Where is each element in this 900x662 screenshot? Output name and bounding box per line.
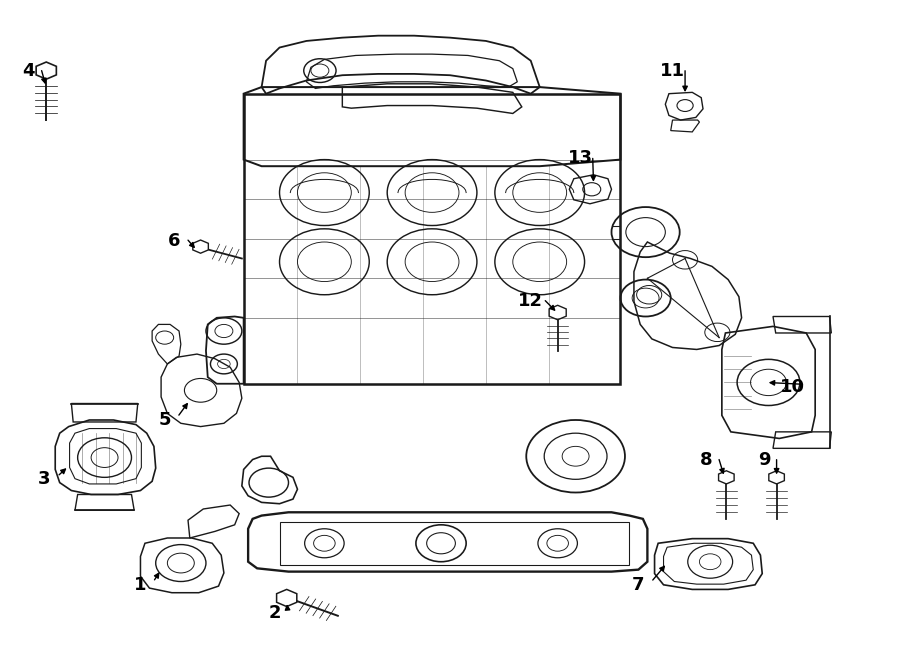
Text: 13: 13 — [568, 150, 592, 167]
Text: 4: 4 — [22, 62, 34, 79]
Text: 12: 12 — [518, 293, 544, 310]
Text: 9: 9 — [758, 451, 770, 469]
Text: 3: 3 — [38, 470, 50, 489]
Text: 5: 5 — [158, 411, 171, 429]
Text: 1: 1 — [134, 576, 147, 594]
Text: 6: 6 — [167, 232, 180, 250]
Text: 10: 10 — [780, 378, 806, 396]
Text: 8: 8 — [699, 451, 712, 469]
Text: 7: 7 — [632, 576, 644, 594]
Text: 2: 2 — [269, 604, 282, 622]
Text: 11: 11 — [660, 62, 685, 79]
